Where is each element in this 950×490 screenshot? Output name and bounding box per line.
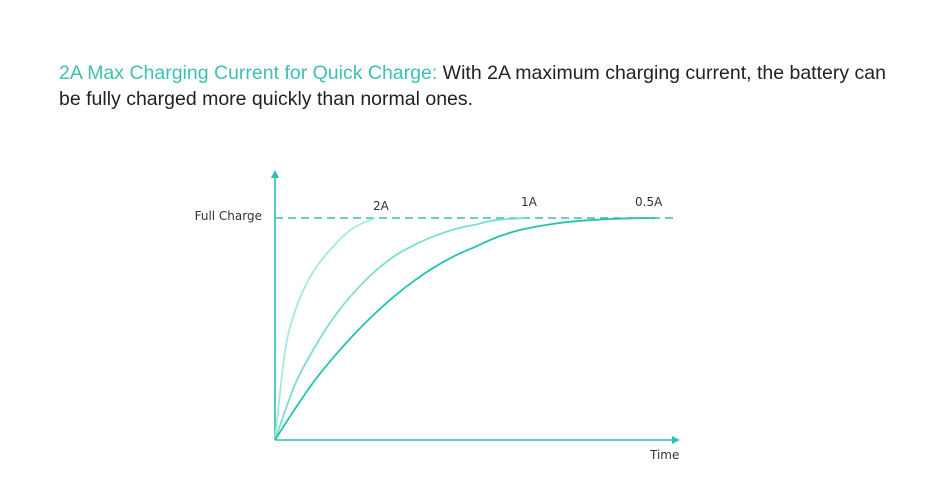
headline: 2A Max Charging Current for Quick Charge…	[59, 60, 909, 112]
series-line-0-5a	[274, 217, 656, 441]
series-label-0-5a: 0.5A	[635, 195, 663, 209]
headline-accent: 2A Max Charging Current for Quick Charge…	[59, 62, 438, 84]
series-label-1a: 1A	[521, 195, 538, 209]
x-axis-label: Time	[649, 448, 679, 462]
x-axis-arrow-icon	[672, 436, 680, 444]
full-charge-label: Full Charge	[195, 209, 262, 223]
series-line-1a	[274, 217, 526, 441]
series-label-2a: 2A	[373, 199, 390, 213]
series-line-2a	[274, 217, 376, 441]
headline-body: With 2A maximum charging current, the ba…	[59, 62, 886, 110]
y-axis-arrow-icon	[271, 170, 279, 178]
